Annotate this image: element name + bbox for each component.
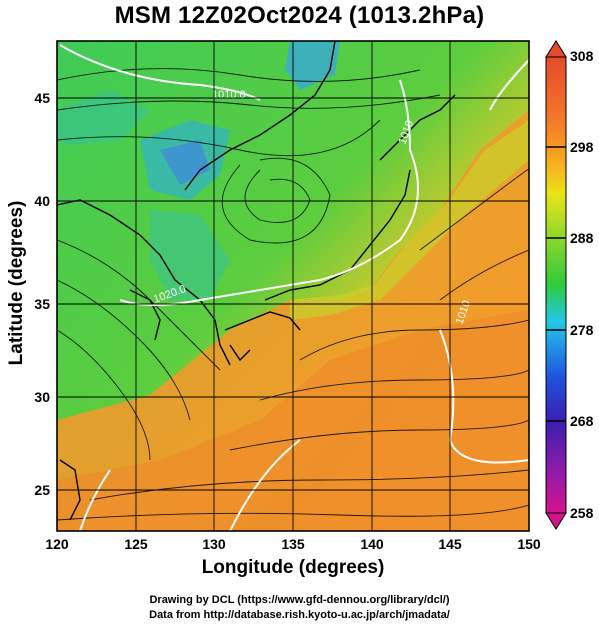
y-tick-40: 40 <box>34 193 50 209</box>
y-tick-labels: 25 30 35 40 45 <box>34 90 50 498</box>
x-tick-labels: 120 125 130 135 140 145 150 <box>45 536 541 552</box>
x-tick-145: 145 <box>438 536 462 552</box>
x-tick-150: 150 <box>517 536 541 552</box>
colorbar-label-258: 258 <box>570 505 594 521</box>
chart-title: MSM 12Z02Oct2024 (1013.2hPa) <box>114 2 485 29</box>
colorbar-label-268: 268 <box>570 413 594 429</box>
colorbar-top-arrow <box>545 40 567 58</box>
colorbar-gradient <box>545 56 567 514</box>
x-tick-125: 125 <box>124 536 148 552</box>
x-tick-120: 120 <box>45 536 69 552</box>
colorbar: 308 298 288 278 268 258 <box>545 40 594 530</box>
colorbar-label-308: 308 <box>570 48 594 64</box>
x-axis-label: Longitude (degrees) <box>201 557 385 578</box>
y-tick-25: 25 <box>34 482 50 498</box>
x-tick-130: 130 <box>202 536 226 552</box>
isobars <box>59 44 529 531</box>
credit-line-data: Data from http://database.rish.kyoto-u.a… <box>149 609 450 621</box>
grid-lines <box>57 41 529 531</box>
coastlines <box>57 41 456 521</box>
colorbar-label-288: 288 <box>570 230 594 246</box>
colorbar-label-298: 298 <box>570 139 594 155</box>
credit-line-dcl: Drawing by DCL (https://www.gfd-dennou.o… <box>149 594 450 606</box>
y-tick-35: 35 <box>34 296 50 312</box>
x-tick-140: 140 <box>360 536 384 552</box>
contour-label-1: 1010.0 <box>212 89 246 101</box>
y-tick-45: 45 <box>34 90 50 106</box>
colorbar-bottom-arrow <box>545 512 567 530</box>
x-tick-135: 135 <box>281 536 305 552</box>
y-tick-30: 30 <box>34 389 50 405</box>
colorbar-label-278: 278 <box>570 322 594 338</box>
plot-frame <box>56 40 530 532</box>
